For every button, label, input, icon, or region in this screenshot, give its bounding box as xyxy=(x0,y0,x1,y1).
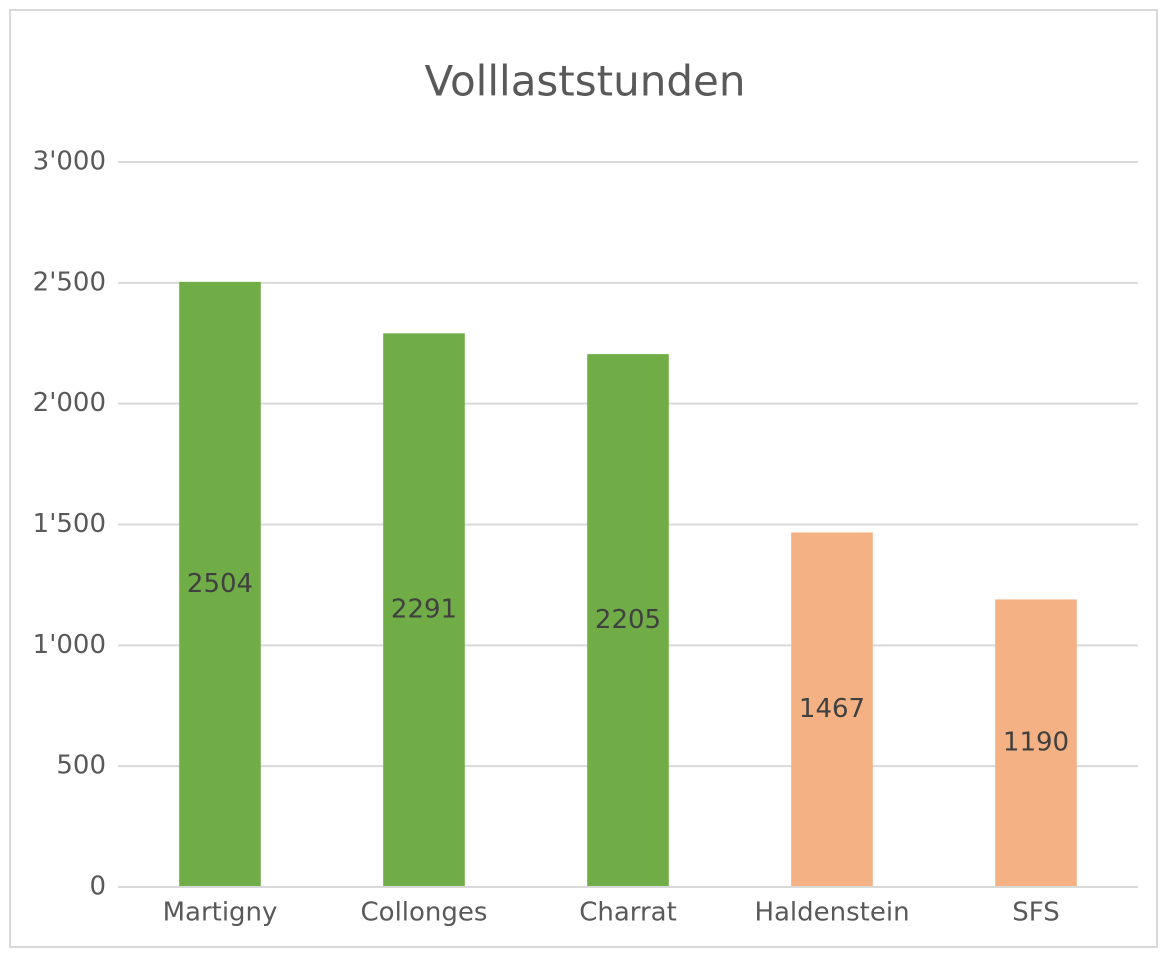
y-tick-label: 500 xyxy=(56,751,106,781)
value-label: 2205 xyxy=(595,605,661,635)
x-tick-label: Martigny xyxy=(163,898,278,928)
value-label: 1467 xyxy=(799,694,865,724)
bar xyxy=(791,532,873,887)
chart-title: Volllaststunden xyxy=(425,57,746,106)
y-tick-label: 0 xyxy=(89,872,106,902)
x-tick-label: Collonges xyxy=(361,898,488,928)
y-tick-label: 1'000 xyxy=(33,630,106,660)
x-tick-label: Charrat xyxy=(579,898,677,928)
bar xyxy=(383,333,465,887)
value-label: 1190 xyxy=(1003,728,1069,758)
bar xyxy=(179,281,261,887)
bar xyxy=(587,354,669,887)
x-tick-label: Haldenstein xyxy=(754,898,909,928)
y-tick-label: 1'500 xyxy=(33,509,106,539)
y-tick-label: 2'000 xyxy=(33,388,106,418)
x-tick-label: SFS xyxy=(1012,898,1060,928)
value-label: 2291 xyxy=(391,595,457,625)
y-tick-label: 2'500 xyxy=(33,267,106,297)
value-label: 2504 xyxy=(187,569,253,599)
bar xyxy=(995,599,1077,887)
y-tick-label: 3'000 xyxy=(33,147,106,177)
